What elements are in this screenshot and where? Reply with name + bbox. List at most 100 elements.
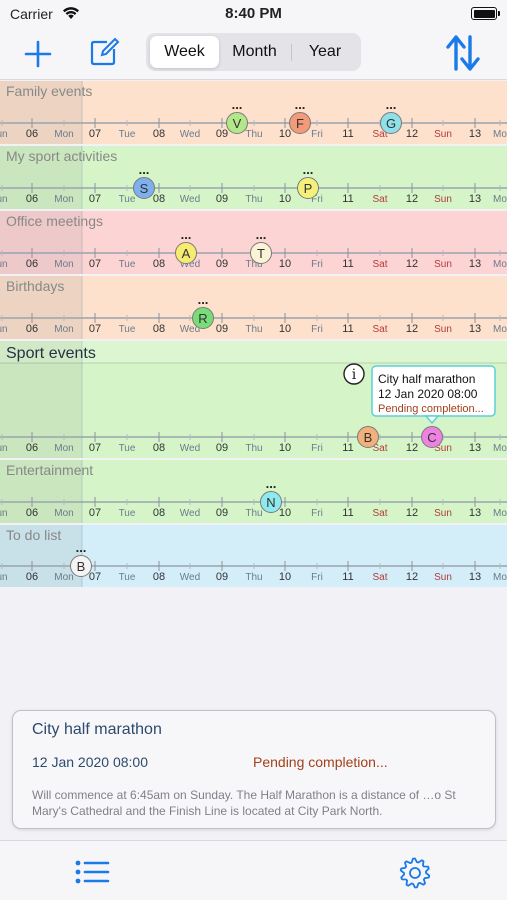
axis-label-day: Mo [493, 508, 507, 519]
axis-label-day: Mon [54, 259, 73, 270]
axis-label-date: 10 [279, 571, 291, 583]
axis-label-date: 13 [469, 128, 481, 140]
axis-label-day: Sun [434, 194, 452, 205]
callout-status: Pending completion... [378, 403, 484, 415]
axis-label-day: Mon [54, 443, 73, 454]
axis-label-date: 06 [26, 128, 38, 140]
row-background [0, 146, 507, 209]
axis-label-day: Sat [372, 324, 387, 335]
event-marker[interactable]: ... P [297, 162, 319, 199]
event-marker[interactable]: ... N [260, 476, 282, 513]
axis-label-date: 10 [279, 323, 291, 335]
axis-label-date: 12 [406, 258, 418, 270]
axis-label-date: 11 [342, 258, 353, 270]
axis-label-day: Wed [180, 443, 200, 454]
axis-label-date: 11 [342, 193, 353, 205]
axis-label-day: Fri [311, 259, 323, 270]
axis-label-date: 06 [26, 258, 38, 270]
event-marker[interactable]: ... R [192, 292, 214, 329]
axis-label-date: 10 [279, 507, 291, 519]
svg-text:i: i [352, 367, 357, 383]
past-shade [0, 341, 82, 458]
axis-label-date: 10 [279, 128, 291, 140]
marker-letter: G [386, 116, 396, 131]
list-button[interactable] [74, 858, 110, 886]
segment-week[interactable]: Week [150, 36, 219, 68]
axis-label-day: Wed [180, 324, 200, 335]
axis-label-date: 09 [216, 128, 228, 140]
event-marker[interactable]: ... S [133, 162, 155, 199]
event-marker[interactable]: ... B [70, 540, 92, 577]
past-shade [0, 81, 82, 144]
axis-label-date: 08 [153, 258, 165, 270]
marker-letter: N [266, 495, 275, 510]
edit-button[interactable] [88, 36, 120, 68]
segment-month[interactable]: Month [232, 43, 277, 60]
event-marker[interactable]: ... T [250, 227, 272, 264]
settings-button[interactable] [398, 856, 432, 890]
axis-label-day: Fri [311, 129, 323, 140]
gear-icon [399, 857, 431, 889]
axis-label-date: 09 [216, 323, 228, 335]
axis-label-day: Fri [311, 194, 323, 205]
axis-label-date: 12 [406, 323, 418, 335]
event-marker[interactable]: ... G [380, 97, 402, 134]
sort-button[interactable] [444, 34, 482, 72]
axis-label-day: un [0, 324, 8, 335]
axis-label-date: 13 [469, 442, 481, 454]
axis-label-day: Thu [245, 443, 262, 454]
event-marker[interactable]: C [421, 426, 443, 448]
axis-label-date: 06 [26, 571, 38, 583]
marker-circle [226, 112, 248, 134]
more-events-indicator: ... [266, 476, 277, 491]
axis-label-date: 10 [279, 258, 291, 270]
timeline-row-5[interactable]: Entertainment un 06 Mon 07 Tue 08 Wed 09 Thu 10 Fri… [0, 460, 507, 523]
event-marker[interactable]: ... A [175, 227, 197, 264]
row-title: Sport events [6, 345, 96, 362]
callout-date: 12 Jan 2020 08:00 [378, 387, 478, 401]
axis-label-day: Sat [372, 259, 387, 270]
axis-label-day: Sun [434, 572, 452, 583]
event-marker[interactable]: ... F [289, 97, 311, 134]
axis-label-date: 09 [216, 442, 228, 454]
timeline-row-3[interactable]: Birthdays un 06 Mon 07 Tue 08 Wed 09 Thu 10 Fri 11 Sa… [0, 276, 507, 339]
axis-label-day: Sat [372, 572, 387, 583]
axis-label-day: Sun [434, 443, 452, 454]
event-marker[interactable]: ... V [226, 97, 248, 134]
axis-label-date: 12 [406, 128, 418, 140]
axis-label-date: 08 [153, 128, 165, 140]
event-detail-card[interactable]: City half marathon 12 Jan 2020 08:00 Pen… [12, 710, 496, 829]
timeline-row-6[interactable]: To do list un 06 Mon 07 Tue 08 Wed 09 Thu 10 Fri 11 S… [0, 525, 507, 587]
axis-label-day: Wed [180, 259, 200, 270]
past-shade [0, 460, 82, 523]
axis-label-date: 06 [26, 507, 38, 519]
timeline-row-4[interactable]: Sport events un 06 Mon 07 Tue 08 Wed 09 Thu 10 Fri 1… [0, 341, 507, 458]
axis-label-day: Tue [119, 572, 136, 583]
axis-label-day: un [0, 194, 8, 205]
axis-label-day: Thu [245, 194, 262, 205]
marker-circle [289, 112, 311, 134]
info-icon[interactable]: i [343, 363, 365, 385]
timeline-row-0[interactable]: Family events un 06 Mon 07 Tue 08 Wed 09 Thu 10 Fri… [0, 81, 507, 144]
add-event-button[interactable] [22, 38, 54, 70]
list-icon [75, 860, 110, 884]
timeline-row-1[interactable]: My sport activities un 06 Mon 07 Tue 08 Wed 09 Th… [0, 146, 507, 209]
axis-label-date: 12 [406, 507, 418, 519]
callout-title: City half marathon [378, 372, 475, 386]
axis-label-date: 13 [469, 193, 481, 205]
axis-label-day: Mo [493, 259, 507, 270]
row-background [0, 211, 507, 274]
timeline-row-2[interactable]: Office meetings un 06 Mon 07 Tue 08 Wed 09 Thu 10 F… [0, 211, 507, 274]
axis-label-date: 12 [406, 571, 418, 583]
axis-label-day: Wed [180, 508, 200, 519]
axis-label-date: 11 [342, 507, 353, 519]
axis-label-day: Mon [54, 194, 73, 205]
event-marker[interactable]: B [357, 426, 379, 448]
past-shade [0, 211, 82, 274]
axis-label-day: Sat [372, 194, 387, 205]
segment-year[interactable]: Year [308, 43, 342, 60]
axis-label-date: 11 [342, 571, 353, 583]
timeline-view[interactable]: Family events un 06 Mon 07 Tue 08 Wed 09 Thu 10 Fri… [0, 81, 507, 587]
more-events-indicator: ... [139, 162, 150, 177]
